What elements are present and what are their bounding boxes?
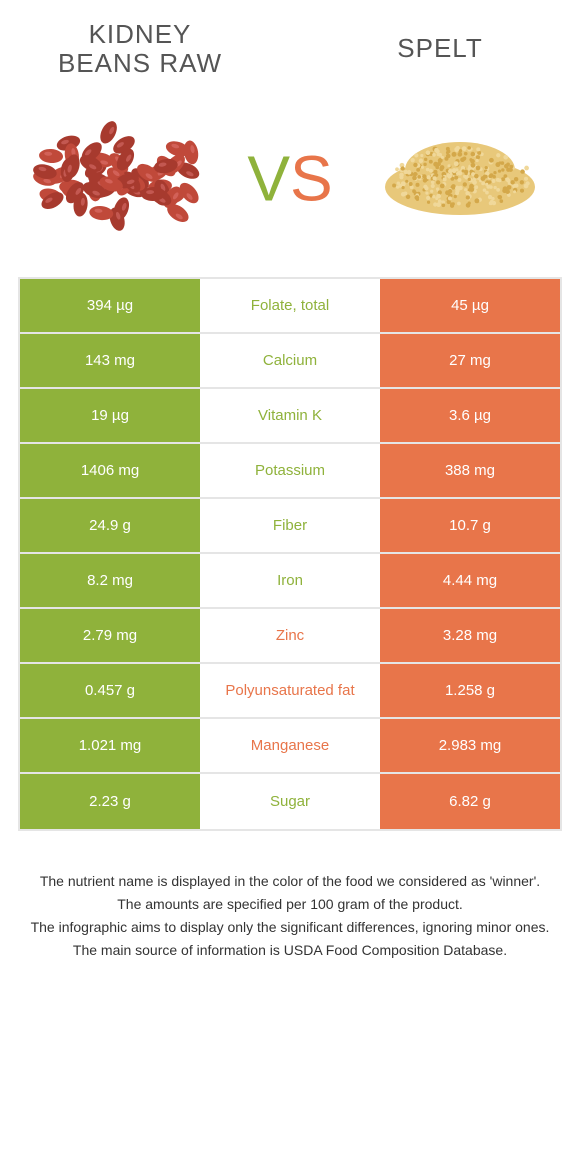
- footer-line: The infographic aims to display only the…: [30, 917, 550, 938]
- spelt-icon: [360, 97, 560, 247]
- cell-nutrient: Zinc: [200, 609, 380, 662]
- vs-label: VS: [247, 141, 332, 215]
- cell-right: 6.82 g: [380, 774, 560, 829]
- table-row: 1.021 mgManganese2.983 mg: [20, 719, 560, 774]
- cell-left: 1406 mg: [20, 444, 200, 497]
- cell-left: 2.23 g: [20, 774, 200, 829]
- header: Kidney beans raw Spelt: [0, 0, 580, 87]
- table-row: 1406 mgPotassium388 mg: [20, 444, 560, 499]
- table-row: 24.9 gFiber10.7 g: [20, 499, 560, 554]
- cell-right: 2.983 mg: [380, 719, 560, 772]
- cell-left: 1.021 mg: [20, 719, 200, 772]
- cell-left: 0.457 g: [20, 664, 200, 717]
- cell-nutrient: Fiber: [200, 499, 380, 552]
- table-row: 2.79 mgZinc3.28 mg: [20, 609, 560, 664]
- cell-nutrient: Potassium: [200, 444, 380, 497]
- cell-nutrient: Folate, total: [200, 279, 380, 332]
- table-row: 394 µgFolate, total45 µg: [20, 279, 560, 334]
- footer: The nutrient name is displayed in the co…: [0, 831, 580, 983]
- title-right: Spelt: [340, 34, 540, 63]
- cell-left: 143 mg: [20, 334, 200, 387]
- footer-line: The main source of information is USDA F…: [30, 940, 550, 961]
- cell-right: 10.7 g: [380, 499, 560, 552]
- cell-nutrient: Sugar: [200, 774, 380, 829]
- footer-line: The nutrient name is displayed in the co…: [30, 871, 550, 892]
- cell-right: 388 mg: [380, 444, 560, 497]
- table-row: 143 mgCalcium27 mg: [20, 334, 560, 389]
- title-left: Kidney beans raw: [40, 20, 240, 77]
- cell-nutrient: Manganese: [200, 719, 380, 772]
- footer-line: The amounts are specified per 100 gram o…: [30, 894, 550, 915]
- table-row: 19 µgVitamin K3.6 µg: [20, 389, 560, 444]
- cell-right: 27 mg: [380, 334, 560, 387]
- cell-left: 394 µg: [20, 279, 200, 332]
- table-row: 0.457 gPolyunsaturated fat1.258 g: [20, 664, 560, 719]
- vs-s: S: [290, 142, 333, 214]
- cell-nutrient: Polyunsaturated fat: [200, 664, 380, 717]
- cell-nutrient: Vitamin K: [200, 389, 380, 442]
- images-row: VS: [0, 87, 580, 277]
- table-row: 2.23 gSugar6.82 g: [20, 774, 560, 829]
- nutrient-table: 394 µgFolate, total45 µg143 mgCalcium27 …: [18, 277, 562, 831]
- cell-nutrient: Iron: [200, 554, 380, 607]
- cell-nutrient: Calcium: [200, 334, 380, 387]
- cell-right: 3.6 µg: [380, 389, 560, 442]
- cell-left: 8.2 mg: [20, 554, 200, 607]
- cell-right: 1.258 g: [380, 664, 560, 717]
- cell-left: 2.79 mg: [20, 609, 200, 662]
- cell-right: 3.28 mg: [380, 609, 560, 662]
- table-row: 8.2 mgIron4.44 mg: [20, 554, 560, 609]
- cell-left: 24.9 g: [20, 499, 200, 552]
- cell-left: 19 µg: [20, 389, 200, 442]
- cell-right: 45 µg: [380, 279, 560, 332]
- vs-v: V: [247, 142, 290, 214]
- cell-right: 4.44 mg: [380, 554, 560, 607]
- kidney-beans-icon: [20, 97, 220, 247]
